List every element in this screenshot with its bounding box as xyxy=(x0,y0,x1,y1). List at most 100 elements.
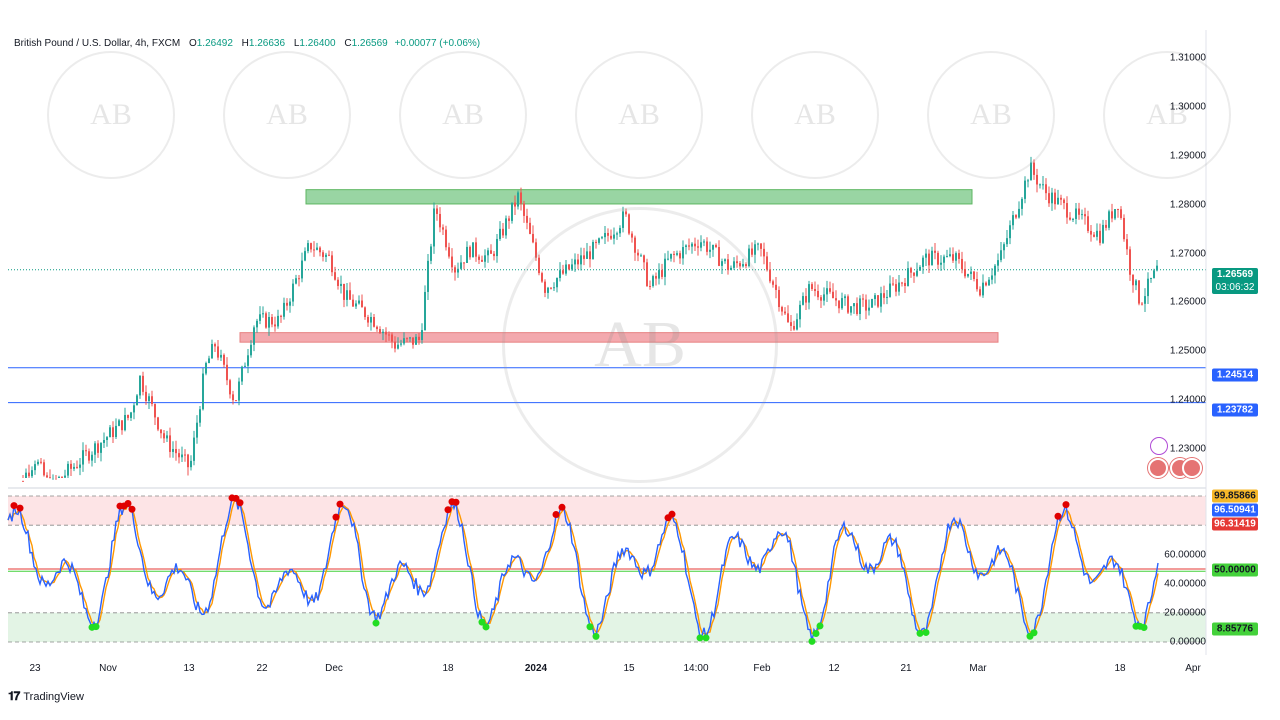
candle-body xyxy=(364,307,366,318)
time-axis-label: 21 xyxy=(900,663,912,674)
overbought-band xyxy=(8,496,1206,526)
candle-body xyxy=(955,253,957,261)
candle-body xyxy=(388,334,390,336)
overbought-signal-dot xyxy=(1054,512,1062,520)
current-price-tag[interactable]: 1.26569 03:06:32 xyxy=(1212,268,1258,294)
candle-body xyxy=(988,279,990,286)
candle-body xyxy=(1081,214,1083,216)
candle-body xyxy=(316,247,318,250)
candle-body xyxy=(1111,211,1113,219)
symbol-legend[interactable]: British Pound / U.S. Dollar, 4h, FXCM O1… xyxy=(14,38,481,49)
oversold-signal-dot xyxy=(478,618,486,626)
candle-body xyxy=(919,266,921,271)
time-axis-label: 13 xyxy=(183,663,195,674)
candle-body xyxy=(349,290,351,300)
candle-body xyxy=(1114,208,1116,219)
candle-body xyxy=(208,358,210,364)
overbought-signal-dot xyxy=(336,500,344,508)
candle-body xyxy=(223,354,225,365)
candle-body xyxy=(304,251,306,261)
price-axis-label: 1.26000 xyxy=(1169,296,1206,308)
candle-body xyxy=(1126,239,1128,250)
time-axis-label: 23 xyxy=(29,663,41,674)
watermark-logo: AB xyxy=(399,51,527,179)
time-axis-label: Dec xyxy=(325,663,343,674)
overbought-signal-dot xyxy=(16,504,24,512)
candle-body xyxy=(361,300,363,308)
horizontal-line-tag[interactable]: 1.24514 xyxy=(1212,368,1258,382)
us-flag-icon[interactable] xyxy=(1148,458,1168,478)
tradingview-brand[interactable]: 𝟏𝟕 TradingView xyxy=(8,689,84,703)
candle-body xyxy=(532,233,534,243)
us-flag-icon[interactable] xyxy=(1182,458,1202,478)
candle-body xyxy=(298,278,300,280)
overbought-signal-dot xyxy=(552,511,560,519)
candle-body xyxy=(925,253,927,258)
candle-body xyxy=(373,317,375,327)
candle-body xyxy=(1033,162,1035,175)
candle-body xyxy=(916,270,918,276)
candle-body xyxy=(229,380,231,395)
high-value: 1.26636 xyxy=(248,38,286,49)
candle-body xyxy=(253,327,255,345)
candle-body xyxy=(94,443,96,455)
candle-body xyxy=(418,336,420,341)
flash-event-icon[interactable] xyxy=(1150,437,1168,455)
candle-body xyxy=(76,466,78,468)
candle-body xyxy=(178,453,180,458)
candle-body xyxy=(859,298,861,314)
candle-body xyxy=(529,222,531,234)
candle-body xyxy=(781,307,783,312)
candle-body xyxy=(187,454,189,468)
candle-body xyxy=(934,250,936,253)
candle-body xyxy=(370,317,372,323)
candle-body xyxy=(877,295,879,307)
candle-body xyxy=(1087,216,1089,231)
candle-body xyxy=(136,395,138,406)
candle-body xyxy=(457,268,459,273)
candle-body xyxy=(319,247,321,253)
candle-body xyxy=(514,202,516,207)
candle-body xyxy=(808,284,810,303)
candle-body xyxy=(766,256,768,270)
oversold-band xyxy=(8,612,1206,642)
oversold-signal-dot xyxy=(916,629,924,637)
candle-body xyxy=(814,288,816,291)
candle-body xyxy=(1084,214,1086,217)
candle-body xyxy=(97,443,99,453)
watermark-logo: AB xyxy=(1103,51,1231,179)
watermark-logo-large: AB xyxy=(502,207,778,483)
candle-body xyxy=(427,260,429,292)
candle-body xyxy=(430,246,432,261)
candle-body xyxy=(1135,280,1137,286)
candle-body xyxy=(103,440,105,443)
candle-body xyxy=(202,373,204,410)
candle-body xyxy=(1123,217,1125,240)
candle-body xyxy=(433,208,435,247)
candle-body xyxy=(277,315,279,327)
candle-body xyxy=(940,262,942,265)
candle-body xyxy=(28,472,30,477)
oversold-signal-dot xyxy=(482,623,490,631)
candle-body xyxy=(328,254,330,256)
candle-body xyxy=(1012,215,1014,226)
candle-body xyxy=(220,354,222,358)
candle-body xyxy=(772,281,774,285)
resistance-zone xyxy=(305,189,973,205)
candle-body xyxy=(856,303,858,314)
oversold-signal-dot xyxy=(812,629,820,637)
candle-body xyxy=(970,271,972,274)
candle-body xyxy=(1102,224,1104,243)
candle-body xyxy=(898,282,900,292)
candle-body xyxy=(844,296,846,299)
candle-body xyxy=(376,326,378,330)
horizontal-line-tag[interactable]: 1.23782 xyxy=(1212,403,1258,417)
indicator-tag: 96.31419 xyxy=(1212,517,1258,531)
candle-body xyxy=(235,400,237,402)
candle-body xyxy=(292,283,294,302)
oversold-signal-dot xyxy=(586,623,594,631)
oversold-signal-dot xyxy=(816,622,824,630)
time-axis-label: 18 xyxy=(442,663,454,674)
candle-body xyxy=(61,476,63,478)
candle-body xyxy=(307,243,309,252)
